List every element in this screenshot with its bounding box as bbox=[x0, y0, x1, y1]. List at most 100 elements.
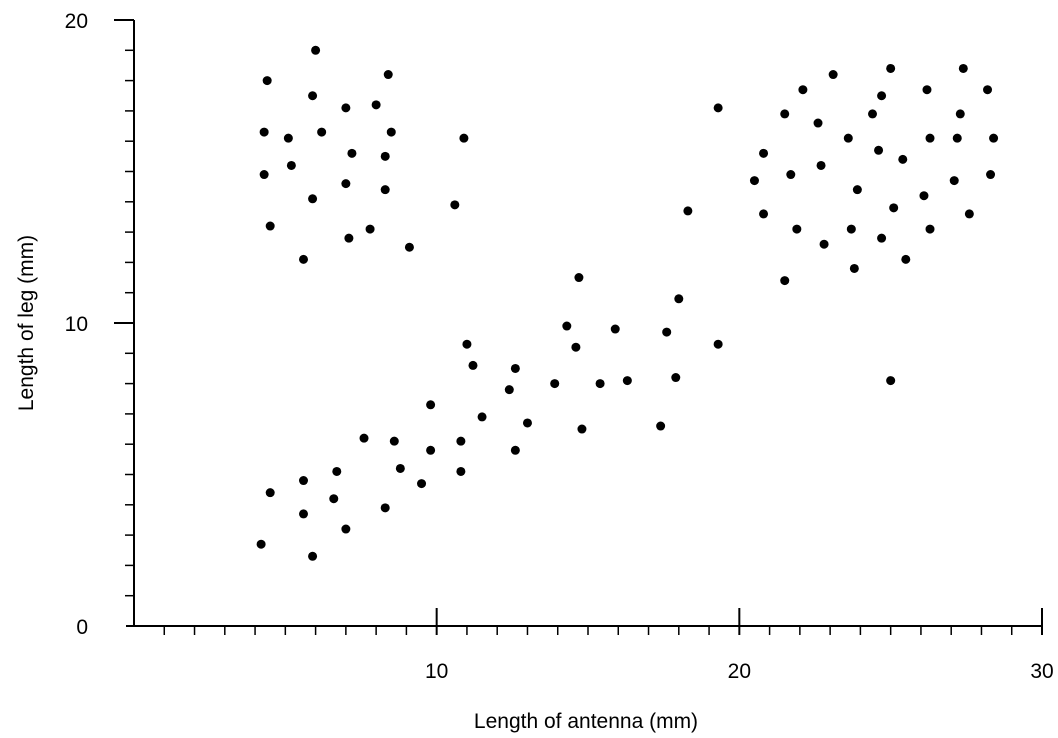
data-point bbox=[426, 400, 436, 410]
y-tick-label: 10 bbox=[65, 313, 88, 336]
data-point bbox=[365, 224, 375, 234]
data-point bbox=[308, 91, 318, 101]
data-point bbox=[792, 224, 802, 234]
data-point bbox=[849, 263, 859, 273]
data-point bbox=[843, 133, 853, 143]
y-axis: 0 10 20 bbox=[65, 10, 135, 639]
data-point bbox=[283, 133, 293, 143]
data-point bbox=[713, 339, 723, 349]
data-point bbox=[341, 103, 351, 113]
data-point bbox=[919, 191, 929, 201]
data-point bbox=[852, 185, 862, 195]
data-point bbox=[577, 424, 587, 434]
data-point bbox=[786, 170, 796, 180]
data-point bbox=[380, 503, 390, 513]
data-point bbox=[828, 70, 838, 80]
data-point bbox=[922, 85, 932, 95]
data-point bbox=[874, 145, 884, 155]
data-point bbox=[877, 233, 887, 243]
data-point bbox=[404, 242, 414, 252]
data-point bbox=[380, 151, 390, 161]
data-point bbox=[298, 254, 308, 264]
data-point bbox=[986, 170, 996, 180]
data-point bbox=[450, 200, 460, 210]
data-point bbox=[819, 239, 829, 249]
data-point bbox=[504, 385, 514, 395]
data-point bbox=[562, 321, 572, 331]
data-point bbox=[989, 133, 999, 143]
data-point bbox=[877, 91, 887, 101]
data-point bbox=[889, 203, 899, 213]
data-point bbox=[522, 418, 532, 428]
data-point bbox=[813, 118, 823, 128]
data-point bbox=[308, 194, 318, 204]
data-point bbox=[347, 148, 357, 158]
data-point bbox=[964, 209, 974, 219]
data-point bbox=[662, 327, 672, 337]
data-point bbox=[574, 273, 584, 283]
data-point bbox=[780, 109, 790, 119]
data-point bbox=[798, 85, 808, 95]
data-points bbox=[256, 45, 999, 561]
data-point bbox=[468, 360, 478, 370]
data-point bbox=[886, 376, 896, 386]
data-point bbox=[671, 373, 681, 383]
data-point bbox=[265, 221, 275, 231]
data-point bbox=[595, 379, 605, 389]
data-point bbox=[456, 466, 466, 476]
data-point bbox=[925, 224, 935, 234]
data-point bbox=[256, 539, 266, 549]
data-point bbox=[510, 363, 520, 373]
x-tick-label: 30 bbox=[1030, 660, 1053, 683]
data-point bbox=[359, 433, 369, 443]
data-point bbox=[674, 294, 684, 304]
data-point bbox=[510, 445, 520, 455]
data-point bbox=[259, 170, 269, 180]
data-point bbox=[426, 445, 436, 455]
x-tick-label: 20 bbox=[728, 660, 751, 683]
data-point bbox=[550, 379, 560, 389]
data-point bbox=[759, 148, 769, 158]
data-point bbox=[380, 185, 390, 195]
x-axis-title: Length of antenna (mm) bbox=[474, 710, 698, 733]
data-point bbox=[955, 109, 965, 119]
data-point bbox=[308, 551, 318, 561]
data-point bbox=[262, 76, 272, 86]
x-axis: 10 20 30 bbox=[126, 608, 1054, 683]
data-point bbox=[298, 476, 308, 486]
data-point bbox=[925, 133, 935, 143]
data-point bbox=[383, 70, 393, 80]
data-point bbox=[952, 133, 962, 143]
data-point bbox=[713, 103, 723, 113]
data-point bbox=[949, 176, 959, 186]
data-point bbox=[477, 412, 487, 422]
data-point bbox=[286, 160, 296, 170]
data-point bbox=[298, 509, 308, 519]
data-point bbox=[341, 524, 351, 534]
y-axis-title: Length of leg (mm) bbox=[15, 235, 38, 411]
data-point bbox=[656, 421, 666, 431]
data-point bbox=[329, 494, 339, 504]
data-point bbox=[417, 479, 427, 489]
data-point bbox=[683, 206, 693, 216]
data-point bbox=[459, 133, 469, 143]
data-point bbox=[371, 100, 381, 110]
data-point bbox=[341, 179, 351, 189]
data-point bbox=[759, 209, 769, 219]
data-point bbox=[386, 127, 396, 137]
data-point bbox=[456, 436, 466, 446]
data-point bbox=[395, 463, 405, 473]
data-point bbox=[462, 339, 472, 349]
y-tick-label: 0 bbox=[76, 616, 88, 639]
data-point bbox=[571, 342, 581, 352]
data-point bbox=[886, 63, 896, 73]
x-tick-label: 10 bbox=[425, 660, 448, 683]
data-point bbox=[311, 45, 321, 55]
data-point bbox=[389, 436, 399, 446]
y-tick-label: 20 bbox=[65, 10, 88, 33]
data-point bbox=[265, 488, 275, 498]
data-point bbox=[983, 85, 993, 95]
data-point bbox=[332, 466, 342, 476]
data-point bbox=[816, 160, 826, 170]
